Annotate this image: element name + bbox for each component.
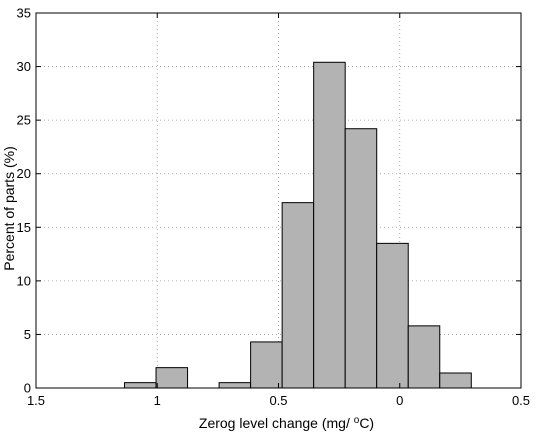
y-tick-label: 20 [17,166,31,181]
x-tick-label: 0.5 [269,393,287,408]
y-tick-label: 10 [17,273,31,288]
histogram-bars [124,61,472,389]
x-axis-label: Zerog level change (mg/ oC) [199,415,374,432]
y-tick-label: 30 [17,59,31,74]
y-tick-label: 5 [24,327,31,342]
histogram-bar [376,242,409,389]
y-tick-label: 15 [17,220,31,235]
histogram-bar [218,382,252,389]
histogram-bar [124,382,157,389]
y-tick-labels: 0 5 10 15 20 25 30 35 [17,6,31,396]
histogram-bar [281,202,315,389]
y-axis-label: Percent of parts (%) [1,146,17,271]
x-tick-label: 0 [396,393,403,408]
histogram-bar [155,367,189,389]
x-tick-label: 0.5 [512,393,530,408]
grid-lines [36,13,521,388]
histogram-bar [439,372,472,389]
y-tick-label: 0 [24,381,31,396]
x-axis-label-main: Zerog level change (mg/ [199,415,354,431]
x-tick-labels: 1.5 1 0.5 0 0.5 [27,393,530,408]
x-tick-label: 1.5 [27,393,45,408]
histogram-bar [407,325,441,389]
axis-ticks [35,12,522,389]
histogram-bar [344,128,378,389]
x-axis-label-unit: C) [359,415,374,431]
histogram-bar [313,61,346,389]
y-tick-label: 35 [17,6,31,21]
y-tick-label: 25 [17,113,31,128]
histogram-bar [250,341,283,389]
x-axis-label-degree: o [354,415,360,426]
x-tick-label: 1 [154,393,161,408]
